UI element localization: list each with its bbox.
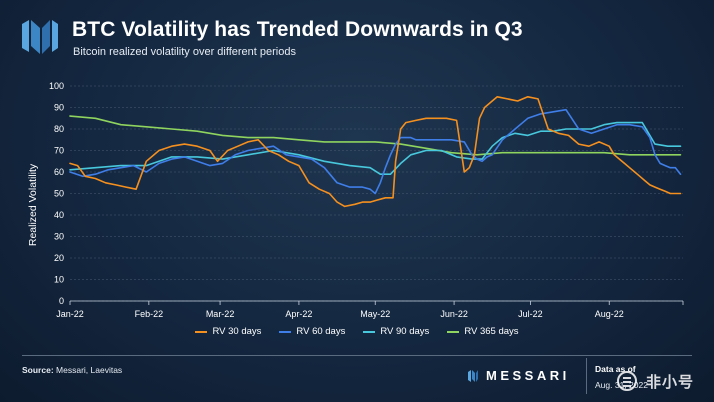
legend-label: RV 30 days [212,326,262,337]
y-tick-label: 80 [54,124,64,134]
y-tick-label: 0 [59,296,64,306]
legend-item: RV 60 days [279,326,345,337]
x-tick-label: Mar-22 [206,309,235,319]
legend-swatch [195,330,208,333]
series-line-rv-90-days [69,121,682,175]
y-tick-label: 30 [54,232,64,242]
y-tick-label: 20 [54,253,64,263]
y-tick-label: 50 [54,189,64,199]
messari-logo-icon [22,20,58,54]
series-line-rv-30-days [69,96,682,208]
brand-name: MESSARI [486,368,570,383]
legend-item: RV 90 days [363,326,429,337]
data-as-of-date: Aug. 31, 2022 [595,380,648,390]
chart-series [69,96,682,208]
chart-grid [70,85,683,302]
legend-swatch [447,330,460,333]
legend-label: RV 60 days [296,326,346,337]
x-tick-label: May-22 [360,309,390,319]
watermark-text: 非小号 [646,373,695,391]
series-line-rv-365-days [69,115,682,156]
x-tick-label: Aug-22 [595,309,624,319]
y-axis-ticks: 0 10 20 30 40 50 60 70 80 90 100 [49,81,64,306]
footer-divider [22,355,692,356]
x-tick-label: Feb-22 [135,309,164,319]
legend-label: RV 90 days [380,326,430,337]
y-tick-label: 90 [54,103,64,113]
data-as-of-label: Data as of [595,364,636,374]
footer-separator [586,358,587,394]
legend-swatch [363,330,376,333]
legend-item: RV 365 days [447,326,519,337]
chart-subtitle: Bitcoin realized volatility over differe… [73,46,296,58]
x-tick-label: Jul-22 [518,309,543,319]
y-tick-label: 10 [54,275,64,285]
volatility-line-chart: 0 10 20 30 40 50 60 70 80 90 100 Jan-22 Feb-22 Mar-2… [27,81,684,319]
y-tick-label: 70 [54,146,64,156]
legend-swatch [279,330,292,333]
source-note: Source: Messari, Laevitas [22,365,122,375]
footer-brand: MESSARI [468,368,570,383]
y-tick-label: 60 [54,167,64,177]
x-tick-label: Jun-22 [440,309,468,319]
legend-label: RV 365 days [464,326,519,337]
chart-legend: RV 30 days RV 60 days RV 90 days RV 365 day… [0,326,714,337]
watermark-logo-icon [617,371,637,391]
x-axis: Jan-22 Feb-22 Mar-22 Apr-22 May-22 Jun-22 Jul-… [56,300,684,319]
y-tick-label: 100 [49,81,64,91]
messari-mark-icon [468,369,478,382]
x-tick-label: Jan-22 [56,309,84,319]
chart-title: BTC Volatility has Trended Downwards in … [72,18,523,41]
watermark: 非小号 [616,370,694,392]
source-label: Source: [22,365,54,375]
legend-item: RV 30 days [195,326,261,337]
y-tick-label: 40 [54,210,64,220]
source-text: Messari, Laevitas [56,365,123,375]
x-tick-label: Apr-22 [285,309,312,319]
series-line-rv-60-days [69,108,682,195]
y-axis-label: Realized Volatility [27,163,39,246]
